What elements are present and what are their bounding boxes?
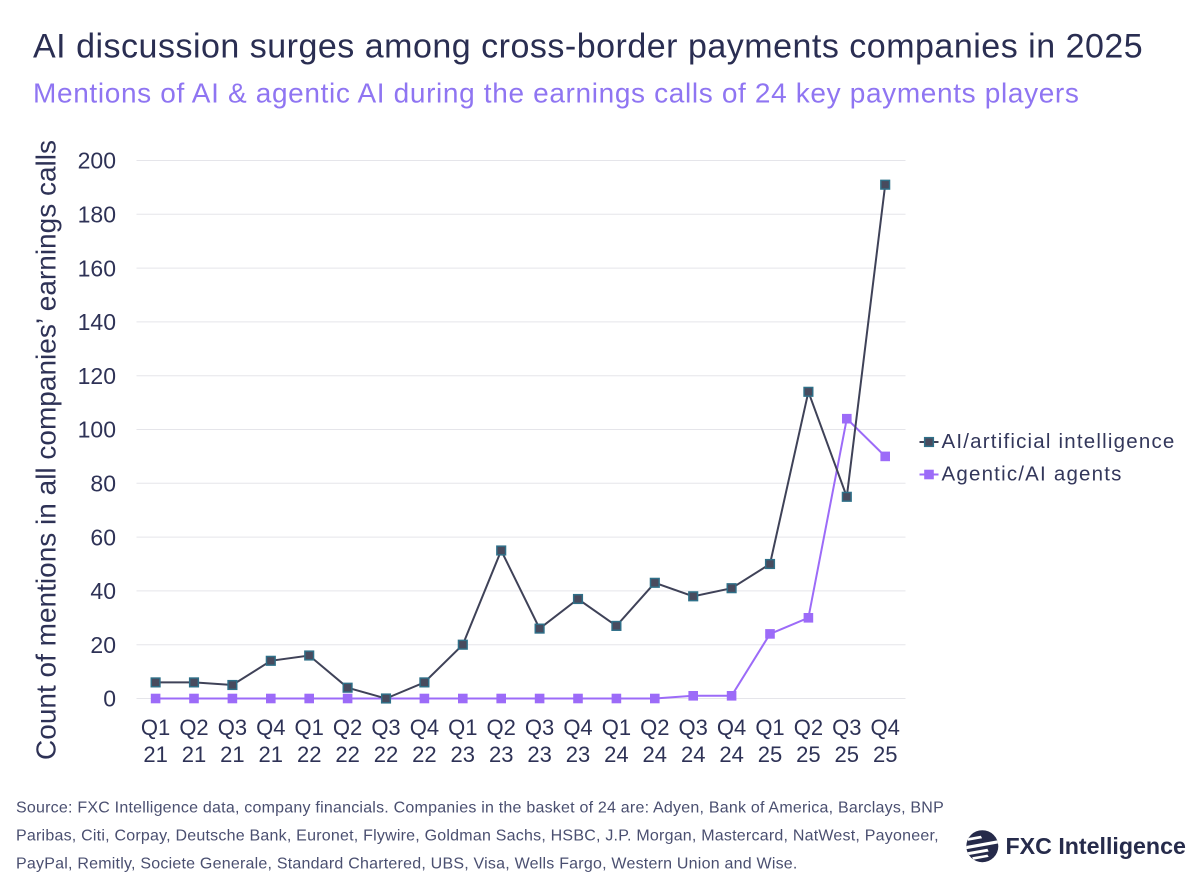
svg-text:Paribas, Citi, Corpay, Deutsch: Paribas, Citi, Corpay, Deutsche Bank, Eu… <box>16 828 939 845</box>
svg-text:20: 20 <box>90 632 116 658</box>
svg-text:FXC Intelligence: FXC Intelligence <box>1006 833 1186 859</box>
svg-text:Count of mentions in all compa: Count of mentions in all companies’ earn… <box>31 140 62 760</box>
svg-text:160: 160 <box>78 255 116 281</box>
svg-text:100: 100 <box>78 417 116 443</box>
svg-text:0: 0 <box>103 686 116 712</box>
svg-text:180: 180 <box>78 202 116 228</box>
svg-text:Mentions of AI & agentic AI du: Mentions of AI & agentic AI during the e… <box>33 78 1080 109</box>
svg-text:Agentic/AI agents: Agentic/AI agents <box>942 462 1123 485</box>
svg-text:140: 140 <box>78 309 116 335</box>
svg-text:60: 60 <box>90 524 116 550</box>
svg-text:200: 200 <box>78 148 116 174</box>
svg-text:AI discussion surges among cro: AI discussion surges among cross-border … <box>33 28 1143 66</box>
svg-text:40: 40 <box>90 578 116 604</box>
svg-text:80: 80 <box>90 471 116 497</box>
svg-text:120: 120 <box>78 363 116 389</box>
svg-text:PayPal, Remitly, Societe Gener: PayPal, Remitly, Societe Generale, Stand… <box>16 856 798 873</box>
svg-text:Source: FXC Intelligence data,: Source: FXC Intelligence data, company f… <box>16 800 944 817</box>
svg-text:AI/artificial intelligence: AI/artificial intelligence <box>942 430 1176 453</box>
